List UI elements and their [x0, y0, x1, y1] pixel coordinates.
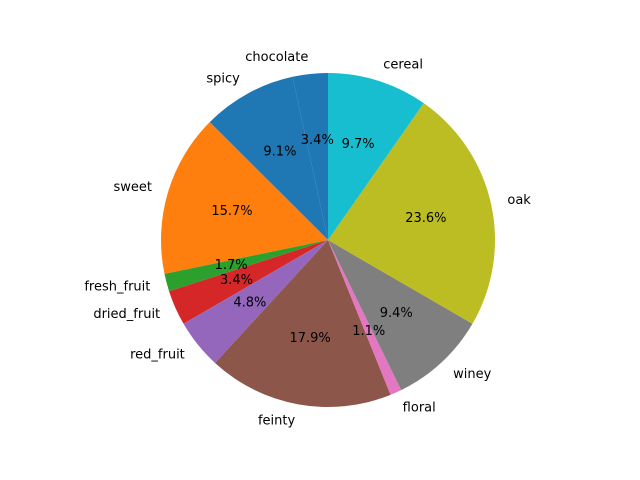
pie-slice-chocolate — [292, 73, 328, 240]
slice-label-red-fruit: red_fruit — [130, 348, 185, 363]
pie-slice-cereal — [328, 73, 424, 240]
pie-slice-fresh-fruit — [164, 240, 328, 292]
slice-pct-spicy: 9.1% — [263, 145, 296, 160]
slices-layer — [160, 73, 495, 407]
slice-pct-floral: 1.1% — [352, 324, 385, 339]
slice-pct-sweet: 15.7% — [211, 204, 252, 219]
slice-pct-chocolate: 3.4% — [301, 133, 334, 148]
slice-label-spicy: spicy — [206, 71, 240, 86]
pie-slice-sweet — [160, 122, 328, 274]
slice-label-dried-fruit: dried_fruit — [93, 307, 160, 322]
slice-label-feinty: feinty — [258, 413, 296, 428]
slice-pct-fresh-fruit: 1.7% — [215, 258, 248, 273]
slice-label-sweet: sweet — [113, 180, 152, 195]
pie-slice-spicy — [209, 76, 328, 240]
slice-label-floral: floral — [403, 400, 436, 415]
slice-label-cereal: cereal — [383, 57, 423, 72]
pie-slice-feinty — [215, 240, 391, 407]
slice-label-fresh-fruit: fresh_fruit — [84, 279, 150, 294]
slice-label-chocolate: chocolate — [245, 50, 308, 65]
slice-pct-feinty: 17.9% — [289, 331, 330, 346]
pie-slice-red-fruit — [183, 240, 328, 363]
slice-pct-oak: 23.6% — [405, 211, 446, 226]
pie-slice-winey — [328, 240, 473, 391]
pie-slice-dried-fruit — [169, 240, 328, 324]
slice-label-oak: oak — [507, 193, 531, 208]
slice-pct-cereal: 9.7% — [342, 137, 375, 152]
slice-pct-winey: 9.4% — [380, 306, 413, 321]
slice-label-winey: winey — [453, 367, 491, 382]
labels-layer: chocolate 3.4% spicy 9.1% sweet 15.7% fresh_fr… — [84, 50, 531, 428]
slice-pct-red-fruit: 4.8% — [233, 295, 266, 310]
slice-pct-dried-fruit: 3.4% — [220, 273, 253, 288]
pie-slice-oak — [328, 103, 495, 324]
pie-slice-floral — [328, 240, 402, 395]
